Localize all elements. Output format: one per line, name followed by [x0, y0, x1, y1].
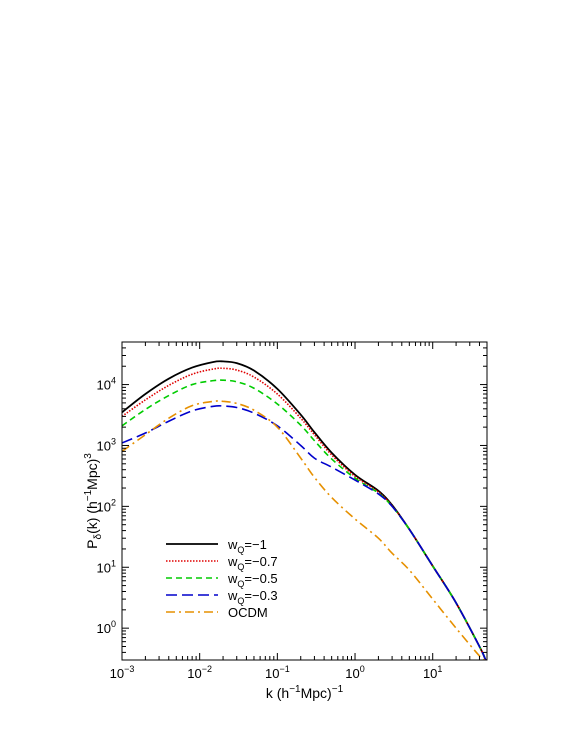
y-tick-label: 100 [97, 619, 116, 636]
series-line-5 [122, 400, 487, 660]
legend-label-4: wQ=−0.3 [227, 588, 278, 606]
y-tick-label: 101 [97, 558, 116, 575]
series-layer [122, 360, 487, 660]
series-line-4 [122, 404, 487, 660]
y-tick-label: 102 [97, 497, 116, 514]
series-line-3 [122, 379, 487, 660]
x-tick-label: 101 [423, 664, 442, 681]
y-tick-label: 103 [97, 436, 116, 453]
y-tick-label: 104 [97, 376, 116, 393]
x-axis-label: k (h−1Mpc)−1 [266, 684, 344, 701]
legend-label-1: wQ=−1 [227, 537, 267, 555]
x-tick-label: 10−1 [265, 664, 290, 681]
series-line-2 [122, 367, 487, 660]
tick-label-layer: 10−3 10−2 10−1 100 101 100 101 102 103 104 [97, 376, 443, 681]
legend-label-5: OCDM [228, 605, 268, 620]
y-axis-label: Pδ(k) (h−1Mpc)3 [83, 453, 104, 549]
legend-label-2: wQ=−0.7 [227, 554, 278, 572]
tick-layer [121, 341, 488, 661]
x-tick-label: 100 [345, 664, 364, 681]
x-tick-label: 10−2 [187, 664, 212, 681]
x-tick-label: 10−3 [110, 664, 135, 681]
legend-label-3: wQ=−0.5 [227, 571, 278, 589]
plot-frame [121, 341, 488, 661]
